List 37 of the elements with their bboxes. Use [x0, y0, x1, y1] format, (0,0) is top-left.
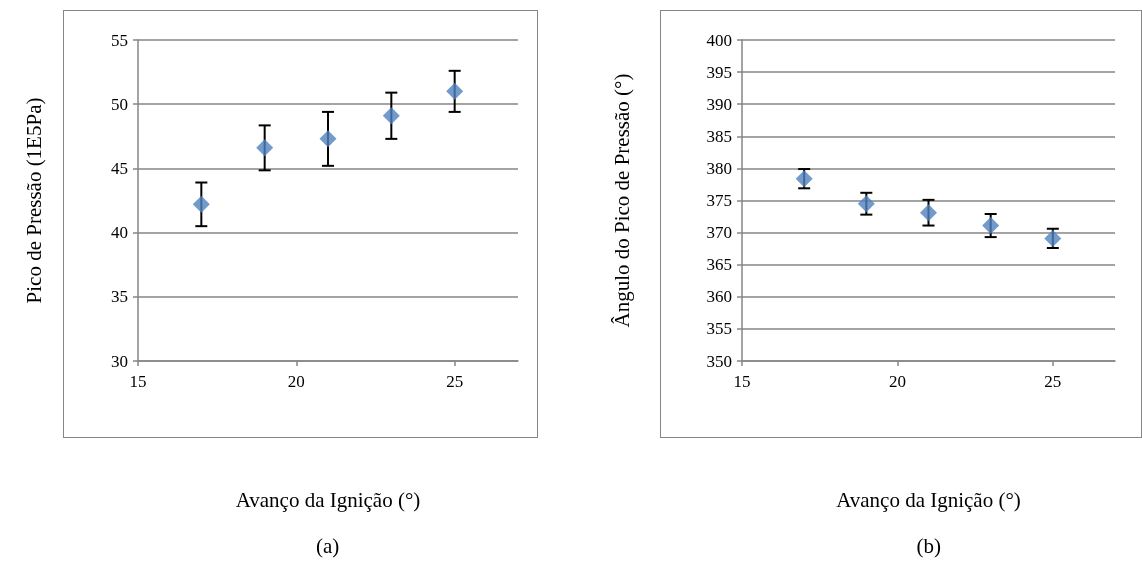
y-tick-label: 35 — [111, 287, 128, 307]
y-tick-label: 365 — [706, 255, 732, 275]
x-axis-title: Avanço da Ignição (°) — [836, 487, 1021, 512]
y-tick-label: 350 — [706, 351, 732, 371]
y-tick-label: 385 — [706, 126, 732, 146]
x-tick-label: 15 — [733, 372, 751, 391]
x-tick-label: 20 — [888, 372, 906, 391]
y-tick-label: 55 — [111, 30, 128, 50]
point — [192, 195, 210, 213]
y-tick-label: 390 — [706, 94, 732, 114]
y-tick-label: 380 — [706, 158, 732, 178]
point — [857, 195, 875, 213]
point — [982, 217, 1000, 235]
y-tick-label: 30 — [111, 351, 128, 371]
y-tick-label: 355 — [706, 319, 732, 339]
y-tick-label: 50 — [111, 94, 128, 114]
y-tick-label: 40 — [111, 223, 128, 243]
point — [319, 130, 337, 148]
y-axis-title: Pico de Pressão (1E5Pa) — [21, 97, 46, 304]
y-tick-label: 400 — [706, 30, 732, 50]
x-tick-label: 25 — [446, 372, 464, 391]
x-tick-label: 15 — [129, 372, 147, 391]
y-tick-label: 45 — [111, 158, 128, 178]
point — [256, 139, 274, 157]
x-tick-label: 20 — [287, 372, 305, 391]
x-axis-title: Avanço da Ignição (°) — [235, 487, 421, 512]
y-tick-label: 395 — [706, 62, 732, 82]
text: (b) — [916, 533, 941, 558]
point — [920, 204, 937, 222]
point — [382, 107, 400, 125]
point — [446, 82, 464, 100]
y-tick-label: 360 — [706, 287, 732, 307]
x-tick-label: 25 — [1044, 372, 1062, 391]
text: (a) — [316, 533, 340, 558]
y-tick-label: 370 — [706, 223, 732, 243]
y-tick-label: 375 — [706, 191, 732, 210]
y-axis-title: Ângulo do Pico de Pressão (°) — [609, 73, 634, 328]
